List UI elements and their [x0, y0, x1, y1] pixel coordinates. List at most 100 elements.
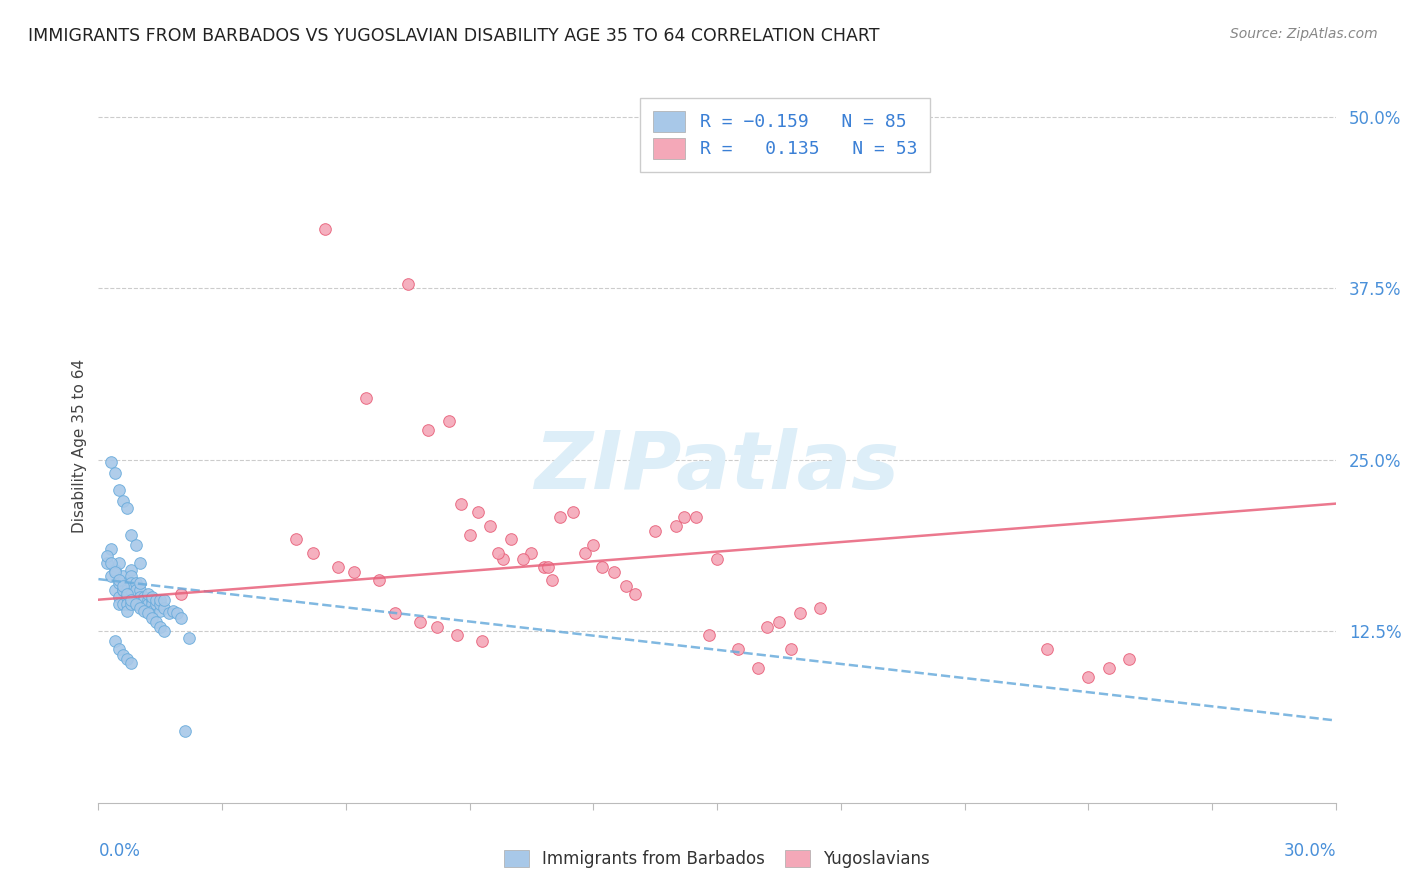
Point — [302, 546, 325, 560]
Point — [314, 222, 336, 236]
Point — [112, 583, 135, 598]
Point — [120, 592, 142, 607]
Point — [120, 656, 142, 670]
Point — [112, 494, 135, 508]
Point — [446, 628, 468, 642]
Point — [104, 566, 127, 580]
Legend: Immigrants from Barbados, Yugoslavians: Immigrants from Barbados, Yugoslavians — [495, 842, 939, 877]
Text: 0.0%: 0.0% — [98, 842, 141, 860]
Point — [132, 597, 155, 611]
Point — [768, 615, 790, 629]
Point — [582, 538, 605, 552]
Point — [117, 604, 139, 618]
Point — [132, 590, 155, 604]
Point — [665, 518, 688, 533]
Point — [128, 590, 150, 604]
Point — [685, 510, 707, 524]
Point — [499, 533, 522, 547]
Point — [120, 562, 142, 576]
Point — [117, 583, 139, 598]
Point — [367, 574, 389, 588]
Point — [112, 583, 135, 598]
Point — [179, 631, 201, 645]
Point — [537, 559, 560, 574]
Point — [145, 597, 167, 611]
Point — [1118, 651, 1140, 665]
Point — [396, 277, 419, 291]
Point — [108, 576, 131, 591]
Point — [145, 615, 167, 629]
Text: 30.0%: 30.0% — [1284, 842, 1336, 860]
Point — [471, 633, 494, 648]
Point — [285, 533, 308, 547]
Point — [153, 624, 176, 639]
Point — [166, 607, 188, 621]
Point — [124, 597, 146, 611]
Point — [128, 592, 150, 607]
Point — [141, 590, 163, 604]
Text: Source: ZipAtlas.com: Source: ZipAtlas.com — [1230, 27, 1378, 41]
Point — [153, 592, 176, 607]
Point — [450, 497, 472, 511]
Point — [120, 597, 142, 611]
Point — [128, 576, 150, 591]
Point — [170, 610, 193, 624]
Point — [162, 604, 184, 618]
Point — [1098, 661, 1121, 675]
Point — [614, 579, 637, 593]
Point — [117, 587, 139, 601]
Point — [574, 546, 596, 560]
Point — [136, 587, 159, 601]
Point — [108, 642, 131, 657]
Point — [149, 597, 172, 611]
Point — [343, 566, 366, 580]
Point — [108, 590, 131, 604]
Point — [789, 607, 811, 621]
Point — [488, 546, 510, 560]
Point — [136, 597, 159, 611]
Point — [153, 601, 176, 615]
Point — [603, 566, 626, 580]
Point — [136, 592, 159, 607]
Point — [124, 590, 146, 604]
Point — [132, 592, 155, 607]
Point — [418, 423, 440, 437]
Point — [100, 556, 122, 570]
Point — [117, 651, 139, 665]
Point — [512, 551, 534, 566]
Point — [533, 559, 555, 574]
Point — [409, 615, 432, 629]
Point — [467, 505, 489, 519]
Point — [117, 597, 139, 611]
Point — [120, 590, 142, 604]
Point — [108, 556, 131, 570]
Point — [112, 648, 135, 662]
Point — [747, 661, 769, 675]
Point — [1036, 642, 1059, 657]
Point — [120, 528, 142, 542]
Point — [149, 620, 172, 634]
Point — [120, 576, 142, 591]
Point — [384, 607, 406, 621]
Point — [479, 518, 502, 533]
Point — [426, 620, 449, 634]
Point — [437, 414, 460, 428]
Point — [808, 601, 831, 615]
Text: ZIPatlas: ZIPatlas — [534, 428, 900, 507]
Point — [117, 576, 139, 591]
Point — [157, 607, 180, 621]
Point — [96, 549, 118, 563]
Point — [132, 604, 155, 618]
Point — [124, 583, 146, 598]
Point — [124, 597, 146, 611]
Point — [100, 455, 122, 469]
Point — [124, 576, 146, 591]
Point — [117, 590, 139, 604]
Point — [112, 569, 135, 583]
Point — [100, 569, 122, 583]
Point — [541, 574, 564, 588]
Point — [136, 607, 159, 621]
Point — [174, 724, 197, 739]
Point — [120, 569, 142, 583]
Point — [104, 562, 127, 576]
